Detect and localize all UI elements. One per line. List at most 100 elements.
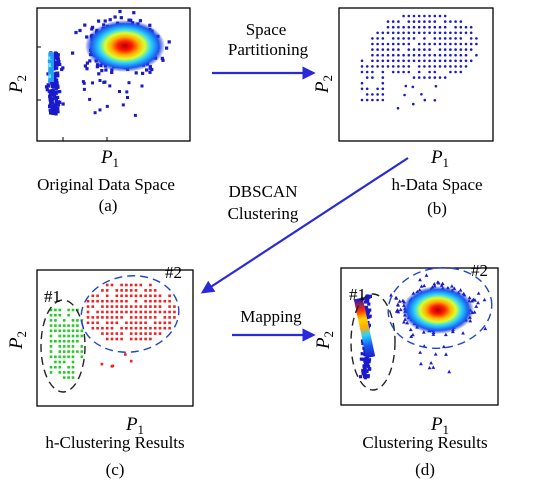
grid-point: [397, 48, 400, 51]
cluster2-point: [139, 305, 143, 308]
cluster2-point: [158, 326, 162, 330]
cluster1-point: [54, 313, 57, 317]
data-point: [55, 71, 59, 75]
grid-point: [376, 53, 379, 57]
outlier-point: [121, 103, 125, 107]
grid-point: [397, 31, 400, 35]
panel-b-caption: h-Data Space: [391, 175, 482, 194]
cluster2-point: [158, 332, 162, 335]
outlier-point: [118, 90, 121, 93]
cluster2-point: [139, 326, 143, 330]
data-point: [134, 71, 138, 75]
cluster2-point: [153, 310, 157, 314]
cluster2-point: [158, 294, 162, 298]
grid-point: [423, 65, 426, 68]
grid-point: [391, 53, 395, 57]
data-point: [56, 85, 60, 89]
cluster1-point: [358, 375, 363, 379]
cluster2-point: [110, 326, 114, 330]
cluster1-point: [80, 355, 84, 359]
cluster1-point: [76, 339, 79, 343]
panel-a-tag: (a): [99, 196, 118, 215]
cluster2-point: [405, 320, 410, 325]
cluster2-point: [173, 310, 176, 314]
cluster2-point: [418, 277, 422, 282]
data-point: [141, 71, 145, 75]
cluster1-point: [58, 360, 62, 364]
grid-point: [371, 37, 374, 40]
cluster1-point: [49, 313, 53, 317]
grid-point: [433, 20, 437, 23]
arrow-space-partitioning-label-1: Space: [246, 20, 287, 39]
cluster2-point: [163, 310, 167, 314]
cluster1-point: [67, 345, 70, 348]
cluster2-point: [115, 332, 119, 335]
cluster2-point: [105, 299, 109, 303]
cluster1-point: [71, 360, 75, 364]
grid-point: [459, 53, 463, 57]
cluster1-point: [76, 350, 79, 353]
cluster1-point: [367, 323, 371, 327]
cluster2-point: [120, 299, 123, 303]
data-point: [57, 60, 61, 64]
grid-point: [381, 31, 385, 35]
grid-point: [423, 53, 426, 57]
data-point: [55, 66, 59, 70]
cluster2-point: [139, 310, 143, 314]
data-point: [52, 66, 57, 70]
grid-point: [376, 37, 379, 40]
grid-point: [433, 99, 437, 102]
data-point: [119, 16, 123, 20]
grid-point: [417, 20, 421, 23]
data-point: [52, 77, 57, 81]
data-point: [56, 110, 60, 114]
cluster2-point: [149, 332, 152, 335]
cluster2-point: [86, 299, 90, 303]
cluster2-point: [433, 352, 438, 356]
cluster2-point: [115, 337, 119, 341]
grid-point: [423, 59, 426, 63]
cluster1-point: [363, 359, 367, 363]
cluster1-point: [368, 308, 372, 312]
cluster1-point: [367, 360, 371, 364]
panel-b-tag: (b): [427, 199, 447, 218]
grid-point: [469, 59, 473, 63]
cluster2-point: [105, 310, 109, 314]
cluster2-point: [110, 321, 114, 325]
arrow-mapping-label: Mapping: [240, 307, 302, 326]
cluster2-point: [134, 326, 138, 330]
outlier-point: [93, 111, 97, 115]
data-point: [50, 104, 54, 108]
grid-point: [407, 20, 411, 23]
grid-point: [407, 31, 411, 35]
cluster2-point: [129, 289, 133, 292]
cluster2-point: [163, 299, 167, 303]
cluster2-point: [110, 299, 114, 303]
grid-point: [433, 65, 437, 68]
arrow-dbscan-label-2: Clustering: [228, 204, 299, 223]
panel-c-y-axis-label: P2: [6, 331, 29, 350]
grid-point: [449, 53, 452, 57]
grid-point: [391, 31, 395, 35]
grid-point: [381, 93, 385, 96]
data-point: [71, 51, 75, 55]
cluster2-point: [139, 337, 143, 341]
data-point: [138, 19, 142, 23]
grid-point: [407, 70, 411, 74]
cluster2-point: [105, 294, 109, 298]
grid-point: [391, 20, 395, 23]
cluster2-point: [120, 316, 123, 319]
data-point: [51, 90, 56, 94]
outlier-point: [125, 90, 129, 94]
cluster1-point: [54, 324, 57, 327]
cluster2-point: [168, 316, 171, 319]
grid-point: [397, 53, 400, 57]
cluster2-point: [139, 294, 143, 298]
grid-point: [454, 70, 457, 74]
cluster1-point: [54, 339, 57, 343]
cluster1-point: [367, 358, 372, 362]
grid-point: [475, 53, 478, 57]
grid-point: [417, 14, 421, 18]
grid-point: [402, 37, 405, 40]
cluster2-point: [419, 361, 423, 366]
